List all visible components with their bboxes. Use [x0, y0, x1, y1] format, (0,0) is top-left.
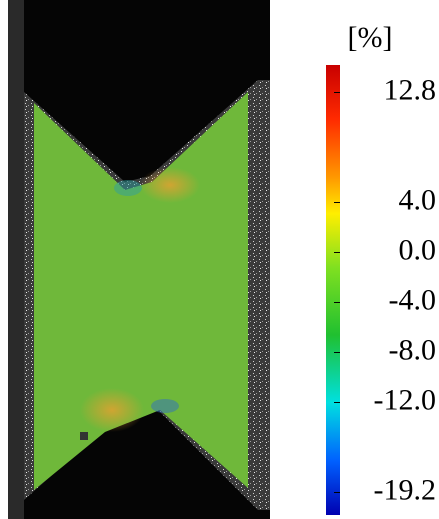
tick-label: -4.0 [389, 283, 437, 316]
specimen-image [8, 0, 270, 519]
tick-label: 4.0 [399, 183, 437, 216]
tick-label: 0.0 [399, 233, 437, 266]
colorbar [326, 65, 340, 515]
tick-label: -12.0 [374, 383, 437, 416]
tick-label: -8.0 [389, 333, 437, 366]
colorbar-unit: [%] [348, 21, 393, 54]
tick-label: -19.2 [374, 473, 437, 506]
tick-label: 12.8 [384, 73, 437, 106]
